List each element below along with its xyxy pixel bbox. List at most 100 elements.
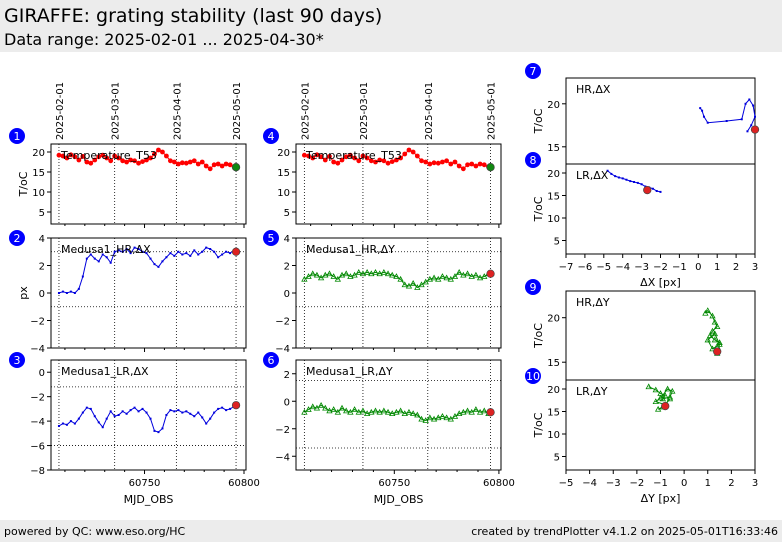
data-point xyxy=(706,121,709,124)
y-tick-label: 20 xyxy=(277,148,290,159)
data-point xyxy=(120,158,126,164)
data-point xyxy=(219,163,225,169)
data-point xyxy=(101,253,104,256)
date-tick-label: 2025-05-01 xyxy=(232,82,243,140)
panel-label: Medusa1_HR,ΔX xyxy=(61,243,151,256)
y-tick-label: −2 xyxy=(275,317,290,328)
data-point xyxy=(81,411,84,414)
data-point xyxy=(394,157,399,163)
data-point xyxy=(65,292,68,294)
data-point xyxy=(193,415,196,418)
plot-frame xyxy=(295,237,502,349)
y-tick-label: 15 xyxy=(277,168,290,179)
data-point xyxy=(185,252,188,255)
panel-number: 8 xyxy=(530,154,537,167)
data-point xyxy=(167,158,173,164)
data-point xyxy=(352,155,357,161)
series-line xyxy=(58,404,237,433)
last-point-marker xyxy=(643,185,652,195)
y-tick-label: 20 xyxy=(32,148,45,159)
page-title: GIRAFFE: grating stability (last 90 days… xyxy=(4,5,383,27)
y-axis-label: T/oC xyxy=(532,323,545,349)
plot-frame xyxy=(565,290,756,381)
data-point xyxy=(363,269,371,275)
x-tick-label: −1 xyxy=(653,478,668,489)
data-point xyxy=(385,160,391,166)
data-point xyxy=(621,177,624,180)
data-point xyxy=(347,273,354,279)
data-point xyxy=(481,273,488,279)
data-point xyxy=(368,158,374,164)
data-point xyxy=(187,159,193,165)
data-point xyxy=(221,253,224,256)
plot-frame xyxy=(565,77,756,165)
panel-7: 15 20T/oC HR,ΔX 7 xyxy=(525,63,760,165)
y-axis-label: T/oC xyxy=(17,171,30,197)
y-tick-label: 20 xyxy=(547,314,560,325)
data-point xyxy=(431,160,437,166)
x-tick-label: 2 xyxy=(728,478,734,489)
data-point xyxy=(711,330,719,337)
data-point xyxy=(476,408,484,415)
date-tick-label: 2025-02-01 xyxy=(300,82,311,140)
x-tick-label: −7 xyxy=(559,262,574,273)
data-point xyxy=(156,147,161,153)
data-point xyxy=(409,410,417,417)
data-point xyxy=(215,161,221,167)
data-point xyxy=(326,407,333,414)
data-point xyxy=(443,414,450,421)
x-tick-label: −3 xyxy=(634,262,649,273)
footer: powered by QC: www.eso.org/HC created by… xyxy=(0,520,782,542)
data-point xyxy=(177,409,180,412)
data-point xyxy=(69,290,72,293)
panel-number-badge xyxy=(9,128,25,144)
data-point xyxy=(414,284,421,290)
data-point xyxy=(301,152,307,158)
data-point xyxy=(448,161,454,167)
data-point xyxy=(68,152,74,158)
data-point xyxy=(229,252,232,255)
panel-3: −8 −6 −4 −2 0 60750 60800 MJD_OBS Medusa1_LR,ΔX 3 xyxy=(9,352,260,506)
x-tick-label: −4 xyxy=(615,262,630,273)
x-tick-label: −5 xyxy=(596,262,611,273)
data-point xyxy=(197,411,200,414)
data-point xyxy=(105,417,108,420)
y-tick-label: 5 xyxy=(554,237,560,248)
x-tick-label: 60750 xyxy=(378,478,410,489)
panel-6: −4 −2 0 2 60750 60800 MJD_OBS Medusa1_LR,ΔY 6 xyxy=(263,352,515,506)
y-tick-label: 10 xyxy=(547,214,560,225)
header: GIRAFFE: grating stability (last 90 days… xyxy=(0,0,782,52)
data-point xyxy=(397,407,404,414)
y-tick-label: 5 xyxy=(554,453,560,464)
data-point xyxy=(133,406,136,409)
panel-label: LR,ΔX xyxy=(576,169,609,182)
data-point xyxy=(73,422,76,425)
panel-number-badge xyxy=(263,230,279,246)
data-point xyxy=(335,160,341,166)
data-point xyxy=(372,269,379,275)
data-point xyxy=(702,115,705,118)
data-point xyxy=(129,409,132,412)
panel-label: Medusa1_LR,ΔY xyxy=(306,365,393,378)
data-point xyxy=(171,159,177,165)
data-point xyxy=(217,407,220,410)
last-point-marker xyxy=(486,269,495,278)
data-point xyxy=(477,161,483,167)
data-point xyxy=(128,157,133,163)
data-point xyxy=(381,158,387,164)
data-point xyxy=(141,407,144,410)
data-point xyxy=(398,155,403,161)
data-point xyxy=(124,159,130,165)
panel-number-badge xyxy=(525,279,541,295)
data-point xyxy=(476,274,484,281)
data-point xyxy=(175,161,181,167)
data-point xyxy=(160,149,165,155)
plots-canvas: 5101520T/oCTemperature_T531−4−2024pxMedu… xyxy=(9,63,760,506)
data-point xyxy=(657,394,664,401)
panel-label: HR,ΔY xyxy=(576,296,610,309)
x-axis-label: MJD_OBS xyxy=(374,493,424,506)
y-tick-label: 5 xyxy=(39,208,45,219)
data-point xyxy=(447,275,454,282)
x-tick-label: −5 xyxy=(559,478,574,489)
data-point xyxy=(136,160,141,166)
